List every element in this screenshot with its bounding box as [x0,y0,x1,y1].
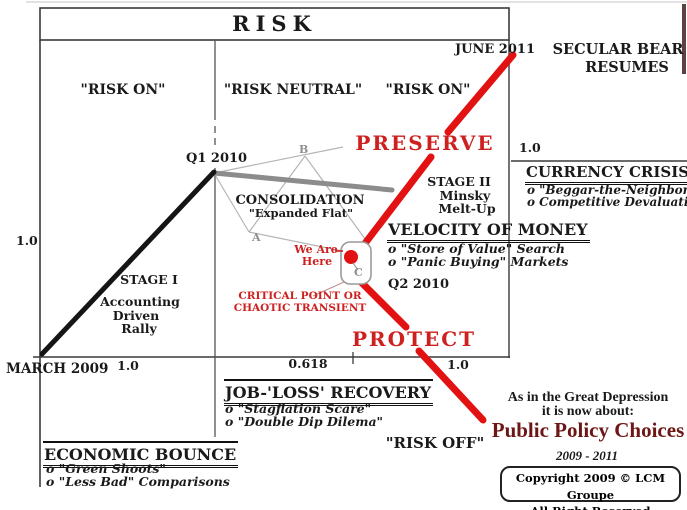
zone-risk-on-left: "RISK ON" [80,82,166,98]
page-title: RISK [232,11,317,36]
axis-left-scale: 1.0 [16,233,38,248]
line-b-to-c [304,155,369,244]
currency-crisis-header: CURRENCY CRISIS [525,163,687,185]
secular-bear-line1: SECULAR BEAR [552,41,684,58]
axis-bottom-right-scale: 1.0 [447,357,469,372]
zone-risk-off: "RISK OFF" [385,434,485,452]
label-q2-2010: Q2 2010 [388,277,450,292]
stage1-line3: Rally [121,321,157,336]
line-a-to-b [248,155,306,233]
stage1-title: STAGE I [120,272,178,287]
label-q1-2010: Q1 2010 [186,151,248,166]
preserve-label: PRESERVE [355,131,495,155]
preserve-red-line-lower [359,153,435,250]
point-a-label: A [252,231,261,244]
copyright-line2: All Right Reserved [502,503,679,510]
label-march-2009: MARCH 2009 [6,361,109,377]
job-loss-bullet-2: o "Double Dip Dilema" [225,414,384,429]
axis-right-scale: 1.0 [519,140,541,155]
we-are-here-line1: We Are [294,243,338,256]
right-edge-artifact-bar [682,4,686,74]
line-a-to-c [248,231,343,252]
job-loss-bullet-1: o "Stagflation Scare" [225,401,372,416]
years-label: 2009 - 2011 [555,448,619,463]
critical-point-pointer [312,281,345,297]
line-apex-to-a [213,172,250,233]
axis-bottom-mid-scale: 0.618 [288,356,328,371]
depression-line2: it is now about: [541,404,635,419]
zone-risk-neutral: "RISK NEUTRAL" [223,82,363,98]
protect-label: PROTECT [351,327,477,351]
secular-bear-line2: RESUMES [585,59,669,76]
protect-red-line-upper [358,279,410,331]
copyright-box: Copyright 2009 © LCM Groupe All Right Re… [500,466,681,510]
dot-to-c-line [352,262,359,271]
label-june-2011: JUNE 2011 [455,42,535,57]
economic-bounce-bullet-1: o "Green Shoots" [46,461,166,476]
zone-risk-on-right: "RISK ON" [385,82,471,98]
economic-bounce-bullet-2: o "Less Bad" Comparisons [46,474,230,489]
preserve-red-line-upper [444,51,517,136]
velocity-bullet-1: o "Store of Value" Search [388,241,565,256]
we-are-here-line2: Here [301,255,333,268]
currency-crisis-bullet-1: o "Beggar-the-Neighbor" [527,183,687,197]
point-b-label: B [299,143,309,156]
we-are-here-dot [344,250,358,264]
point-c-label: C [354,266,363,279]
job-loss-recovery-header: JOB-'LOSS' RECOVERY [224,379,433,406]
axis-bottom-left-scale: 1.0 [117,358,139,373]
stage2-title: STAGE II [427,174,491,189]
stage2-line2: Melt-Up [438,201,496,216]
public-policy-choices: Public Policy Choices [491,418,685,442]
trendline-to-b [213,146,344,174]
velocity-bullet-2: o "Panic Buying" Markets [388,254,569,269]
economic-bounce-header: ECONOMIC BOUNCE [43,441,239,468]
velocity-of-money-header: VELOCITY OF MONEY [387,220,590,243]
protect-red-line-lower [415,347,487,424]
stage1-line2: Driven [112,308,160,323]
currency-crisis-bullet-2: o Competitive Devaluation [527,195,687,209]
stage1-rally-line [39,169,217,357]
consolidation-title: CONSOLIDATION [235,193,365,208]
critical-point-line2: CHAOTIC TRANSIENT [233,302,367,314]
consolidation-gray-line [211,170,395,193]
consolidation-subtitle: "Expanded Flat" [248,206,354,220]
critical-point-line1: CRITICAL POINT OR [238,290,362,302]
title-box-border [39,7,510,41]
stage1-line1: Accounting [100,294,180,309]
copyright-line1: Copyright 2009 © LCM Groupe [515,471,666,502]
stage2-line1: Minsky [439,188,491,203]
depression-line1: As in the Great Depression [507,390,669,405]
